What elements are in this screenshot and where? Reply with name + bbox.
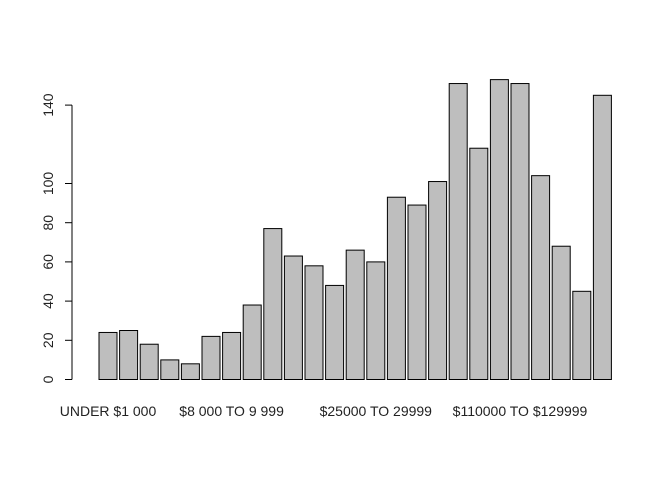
bar — [489, 79, 509, 381]
bar — [428, 181, 448, 380]
y-tick-label: 140 — [40, 93, 56, 117]
bar — [469, 147, 489, 380]
bar — [98, 331, 118, 380]
bar — [304, 265, 324, 381]
bar — [592, 94, 612, 381]
bar — [325, 284, 345, 381]
x-axis-labels: UNDER $1 000 $8 000 TO 9 999 $25000 TO 299… — [60, 403, 588, 419]
bars — [98, 79, 612, 381]
bar — [531, 175, 551, 380]
y-tick-label: 40 — [40, 293, 56, 309]
y-axis: 0 20 40 60 80 100 140 — [40, 93, 73, 383]
bar — [201, 335, 221, 381]
y-tick-label: 80 — [40, 215, 56, 231]
x-category-label: $110000 TO $129999 — [453, 403, 588, 419]
bar — [407, 204, 427, 380]
y-tick-label: 20 — [40, 332, 56, 348]
y-tick-label: 100 — [40, 172, 56, 196]
bar — [366, 261, 386, 380]
bar — [263, 228, 283, 380]
bar — [386, 196, 406, 380]
bar — [283, 255, 303, 380]
y-tick-label: 0 — [40, 375, 56, 383]
x-category-label: $8 000 TO 9 999 — [179, 403, 284, 419]
bar — [180, 363, 200, 381]
bar — [139, 343, 159, 380]
x-category-label: UNDER $1 000 — [60, 403, 157, 419]
x-category-label: $25000 TO 29999 — [320, 403, 433, 419]
bar — [551, 245, 571, 380]
bar — [160, 359, 180, 380]
bar — [572, 290, 592, 380]
bar — [242, 304, 262, 380]
bar — [345, 249, 365, 380]
y-tick-label: 60 — [40, 254, 56, 270]
bar — [510, 83, 530, 380]
bar — [222, 331, 242, 380]
bar — [119, 330, 139, 380]
bar — [448, 83, 468, 380]
